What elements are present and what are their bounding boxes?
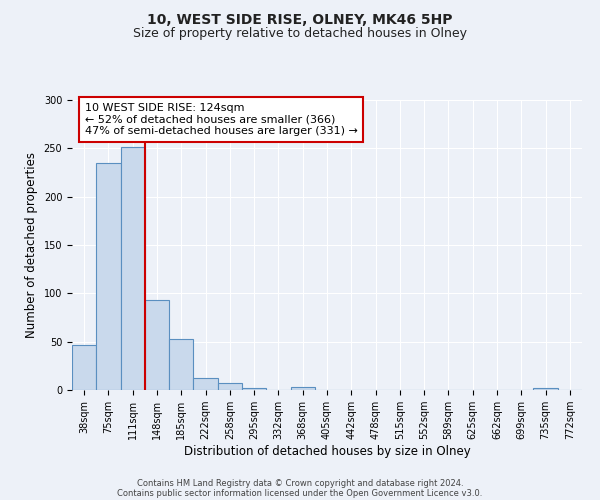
Bar (218, 383, 242, 390)
Text: 10 WEST SIDE RISE: 124sqm
← 52% of detached houses are smaller (366)
47% of semi: 10 WEST SIDE RISE: 124sqm ← 52% of detac… (85, 103, 358, 136)
Text: Contains HM Land Registry data © Crown copyright and database right 2024.: Contains HM Land Registry data © Crown c… (137, 478, 463, 488)
Bar (145, 300, 169, 390)
Bar (169, 339, 193, 390)
Bar (290, 387, 315, 390)
Bar (242, 388, 266, 390)
Bar (96, 163, 121, 390)
X-axis label: Distribution of detached houses by size in Olney: Distribution of detached houses by size … (184, 445, 470, 458)
Text: Size of property relative to detached houses in Olney: Size of property relative to detached ho… (133, 28, 467, 40)
Text: 10, WEST SIDE RISE, OLNEY, MK46 5HP: 10, WEST SIDE RISE, OLNEY, MK46 5HP (147, 12, 453, 26)
Bar (121, 148, 145, 390)
Bar (193, 378, 218, 390)
Bar (72, 344, 96, 390)
Bar (533, 388, 558, 390)
Y-axis label: Number of detached properties: Number of detached properties (25, 152, 38, 338)
Text: Contains public sector information licensed under the Open Government Licence v3: Contains public sector information licen… (118, 488, 482, 498)
